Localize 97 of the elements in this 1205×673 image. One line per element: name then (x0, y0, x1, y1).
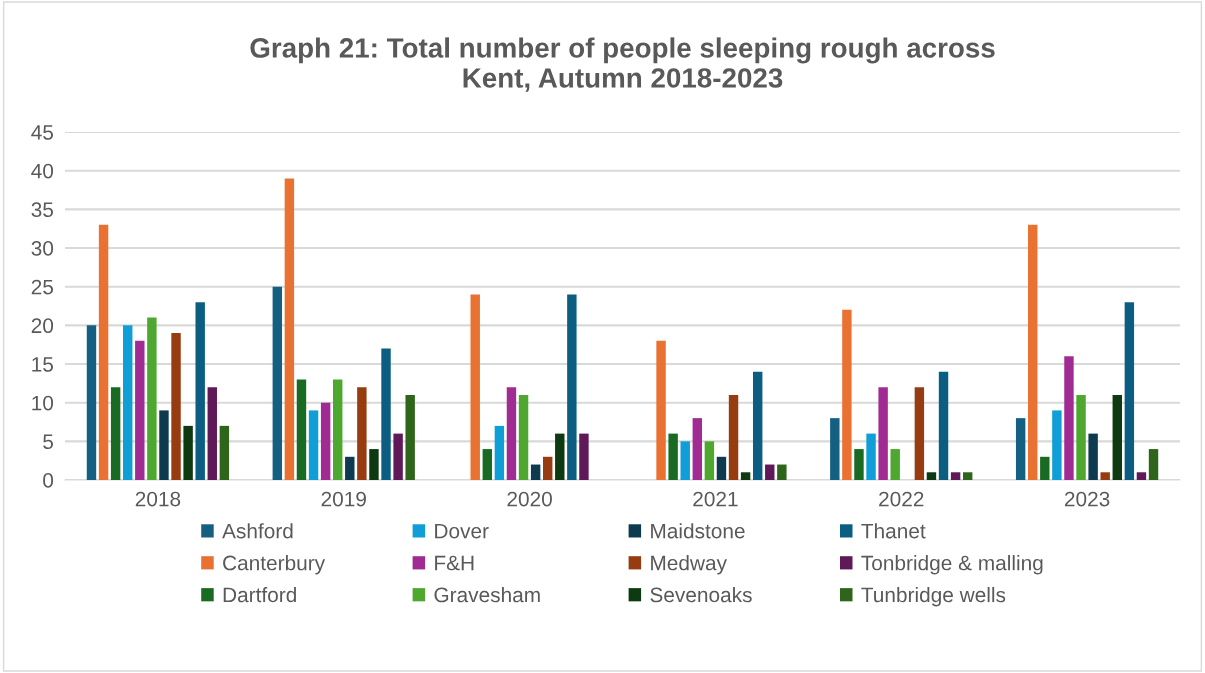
x-tick-label: 2019 (321, 491, 366, 507)
legend-label: Canterbury (223, 555, 326, 575)
x-tick-label: 2021 (693, 491, 738, 507)
bar (98, 224, 109, 480)
bar (926, 472, 937, 480)
bar (357, 387, 367, 480)
y-tick-label: 15 (32, 357, 54, 372)
bar (284, 178, 295, 480)
bar (296, 379, 307, 480)
x-tick-label: 2020 (507, 491, 552, 507)
bar (86, 325, 97, 480)
bar (567, 294, 577, 480)
bar (542, 456, 553, 480)
bar (470, 294, 480, 480)
bar (1040, 456, 1050, 480)
legend-label: Ashford (222, 523, 293, 539)
bar (1088, 433, 1098, 480)
bar (830, 418, 840, 480)
bar (890, 449, 900, 480)
bar (135, 340, 145, 480)
x-tick-label: 2022 (879, 491, 924, 507)
bar (1052, 410, 1062, 480)
bar (704, 441, 715, 480)
bar (320, 402, 331, 480)
bar (1148, 449, 1159, 480)
bar (579, 433, 589, 480)
bar (393, 433, 403, 480)
bar (482, 449, 493, 480)
bar (195, 302, 205, 480)
y-tick-label: 5 (43, 434, 54, 450)
bar (555, 433, 565, 480)
bar (1015, 418, 1026, 480)
bar (728, 394, 739, 480)
bar (1028, 224, 1038, 480)
bar (1136, 472, 1147, 480)
bar (219, 425, 230, 480)
y-tick-label: 35 (31, 202, 54, 218)
y-tick-label: 40 (31, 163, 54, 179)
bar (159, 410, 169, 480)
bar (308, 410, 319, 480)
y-tick-label: 25 (31, 279, 54, 295)
legend-label: Dartford (223, 586, 296, 603)
legend-label: Medway (651, 555, 727, 575)
bar (878, 387, 888, 480)
bar (1124, 302, 1135, 480)
bar (962, 472, 973, 480)
bar (950, 472, 961, 480)
y-tick-label: 10 (32, 395, 54, 411)
bar (381, 348, 391, 480)
legend-label: Thanet (861, 523, 926, 539)
bar (680, 441, 690, 480)
bar (1064, 356, 1074, 480)
bar (272, 286, 283, 480)
bar (668, 433, 678, 480)
bar (1076, 394, 1086, 480)
bar (656, 340, 666, 480)
bar (333, 379, 343, 480)
bar (854, 449, 864, 480)
bar (494, 425, 505, 480)
y-tick-label: 45 (31, 125, 54, 140)
legend-label: Gravesham (434, 586, 540, 603)
bar (1100, 472, 1110, 480)
legend-label: Tonbridge & malling (861, 555, 1043, 575)
bar (716, 456, 727, 480)
bar (147, 317, 157, 480)
legend-label: F&H (435, 555, 474, 571)
bar (752, 371, 763, 480)
bar (110, 387, 121, 480)
bar (123, 325, 133, 480)
bar (866, 433, 876, 480)
bar (183, 425, 193, 480)
chart-title: Graph 21: Total number of people sleeping rough across Kent, Autumn 2018-2023 (250, 37, 995, 92)
legend-label: Maidstone (651, 523, 745, 539)
bar (171, 333, 181, 480)
y-tick-label: 30 (31, 241, 54, 256)
bar (938, 371, 949, 480)
bar (506, 387, 517, 480)
legend-label: Tunbridge wells (861, 586, 1006, 607)
y-tick-label: 0 (43, 473, 54, 488)
bar (207, 387, 217, 480)
bar (765, 464, 775, 480)
bar (777, 464, 787, 480)
bar (692, 418, 703, 480)
bar (914, 387, 925, 480)
x-tick-label: 2018 (135, 491, 181, 507)
bar (369, 449, 379, 480)
bar (530, 464, 541, 480)
y-tick-label: 20 (31, 318, 54, 334)
bar (518, 394, 529, 480)
bar (740, 472, 751, 480)
legend-label: Sevenoaks (650, 586, 752, 603)
bar (1112, 394, 1122, 480)
x-tick-label: 2023 (1064, 491, 1110, 507)
bar (345, 456, 355, 480)
bar (842, 309, 852, 480)
bar (405, 394, 415, 480)
legend-label: Dover (435, 523, 489, 539)
